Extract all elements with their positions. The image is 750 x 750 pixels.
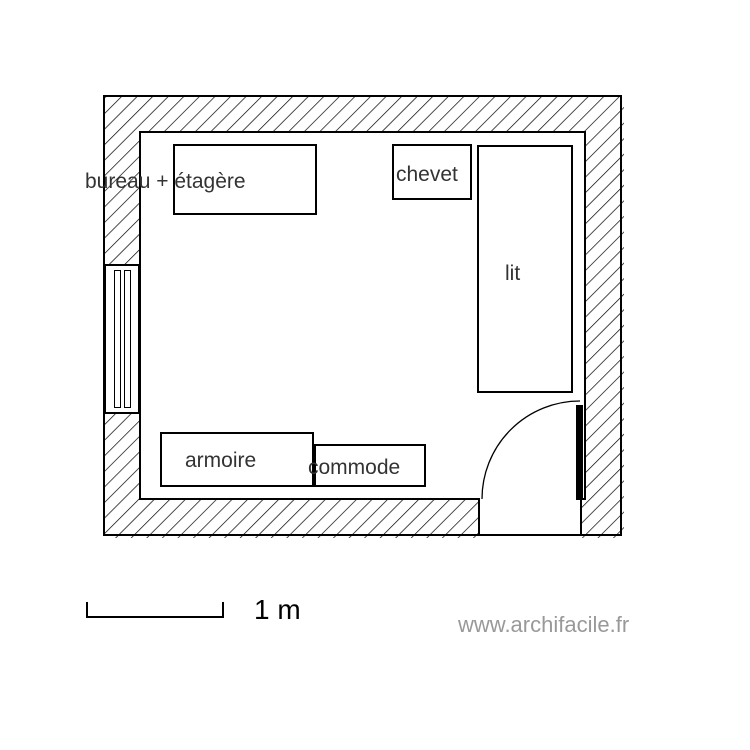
watermark: www.archifacile.fr (458, 612, 629, 638)
scale-tick-right (222, 602, 224, 618)
scale-label: 1 m (254, 594, 301, 626)
label-commode: commode (308, 456, 400, 480)
label-chevet: chevet (396, 163, 458, 187)
door-arc (0, 0, 750, 750)
label-armoire: armoire (185, 449, 256, 473)
label-lit: lit (505, 262, 520, 286)
scale-line (86, 616, 224, 618)
scale-bar (86, 602, 246, 632)
floorplan-canvas: bureau + étagère chevet lit armoire comm… (0, 0, 750, 750)
label-bureau: bureau + étagère (85, 170, 246, 194)
